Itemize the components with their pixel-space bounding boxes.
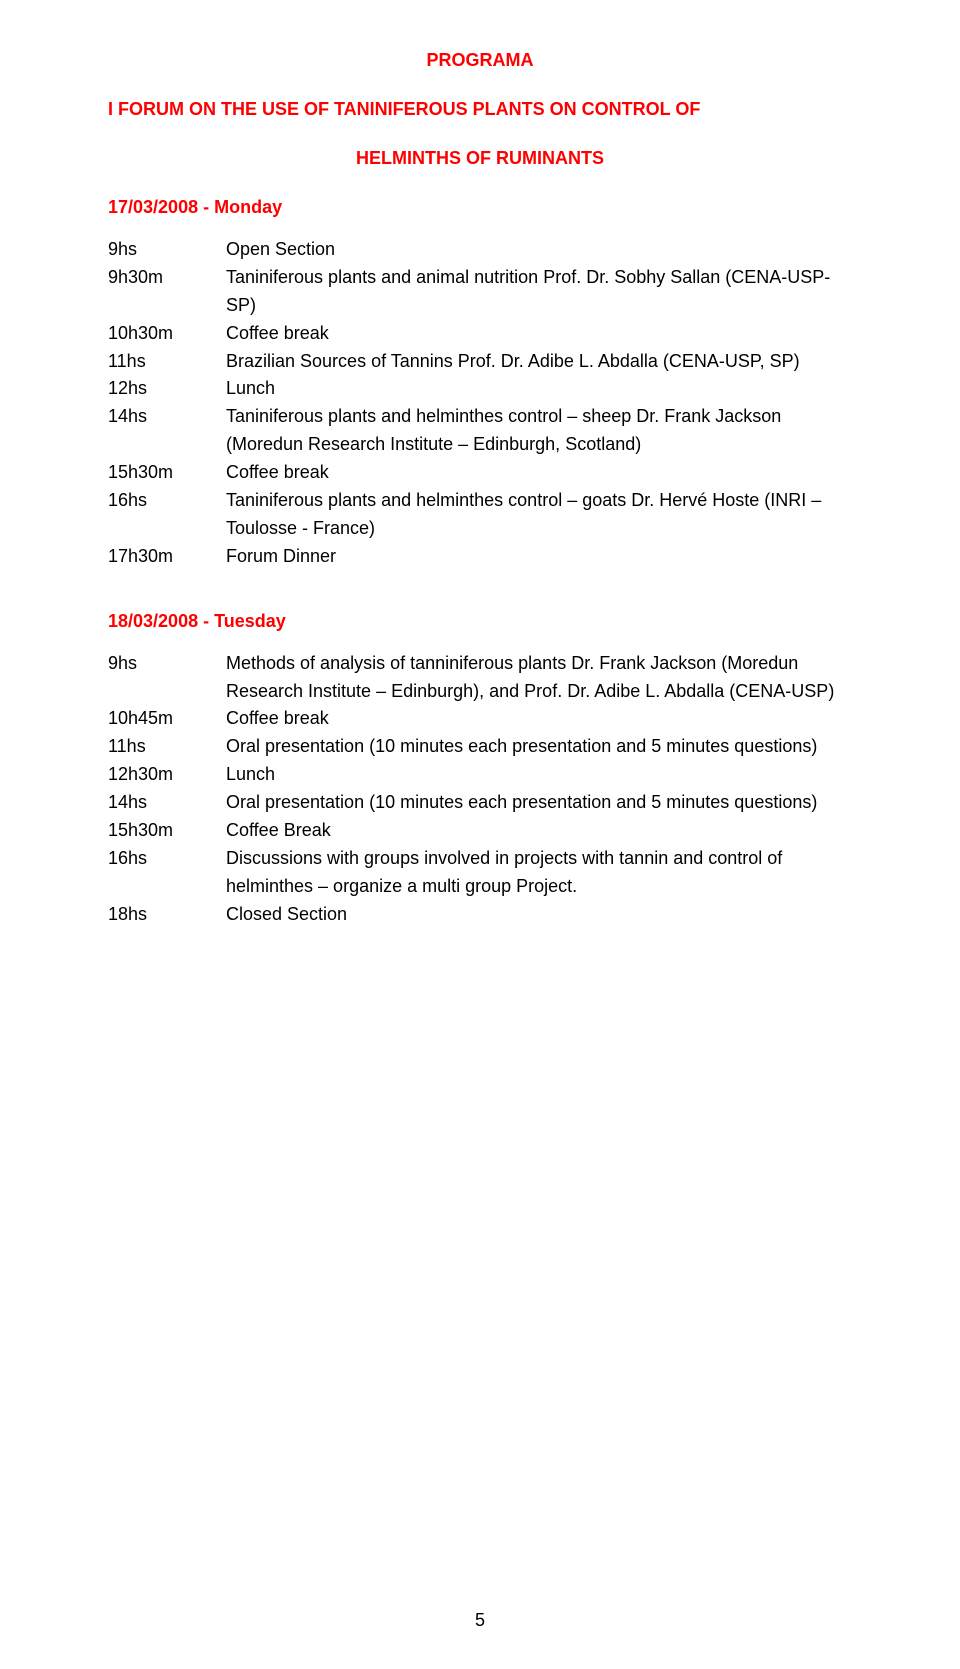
desc-cell: Methods of analysis of tanniniferous pla… xyxy=(226,650,852,706)
desc-cell: Closed Section xyxy=(226,901,852,929)
desc-cell: Lunch xyxy=(226,761,852,789)
day1-schedule: 9hsOpen Section 9h30mTaniniferous plants… xyxy=(108,236,852,571)
time-cell: 9hs xyxy=(108,236,226,264)
desc-cell: Coffee break xyxy=(226,705,852,733)
time-cell: 16hs xyxy=(108,845,226,901)
time-cell: 12h30m xyxy=(108,761,226,789)
schedule-row: 14hsTaniniferous plants and helminthes c… xyxy=(108,403,852,459)
schedule-row: 10h45mCoffee break xyxy=(108,705,852,733)
time-cell: 11hs xyxy=(108,733,226,761)
schedule-row: 9h30mTaniniferous plants and animal nutr… xyxy=(108,264,852,320)
schedule-row: 12hsLunch xyxy=(108,375,852,403)
programa-title: PROGRAMA xyxy=(108,50,852,71)
desc-cell: Coffee break xyxy=(226,320,852,348)
schedule-row: 9hsOpen Section xyxy=(108,236,852,264)
time-cell: 12hs xyxy=(108,375,226,403)
day1-date: 17/03/2008 - Monday xyxy=(108,197,852,218)
desc-cell: Taniniferous plants and helminthes contr… xyxy=(226,403,852,459)
desc-cell: Discussions with groups involved in proj… xyxy=(226,845,852,901)
forum-title-line2: HELMINTHS OF RUMINANTS xyxy=(108,148,852,169)
desc-cell: Open Section xyxy=(226,236,852,264)
desc-cell: Coffee break xyxy=(226,459,852,487)
schedule-row: 16hsDiscussions with groups involved in … xyxy=(108,845,852,901)
schedule-row: 11hsBrazilian Sources of Tannins Prof. D… xyxy=(108,348,852,376)
day2-schedule: 9hsMethods of analysis of tanniniferous … xyxy=(108,650,852,929)
time-cell: 18hs xyxy=(108,901,226,929)
day2-date: 18/03/2008 - Tuesday xyxy=(108,611,852,632)
time-cell: 15h30m xyxy=(108,817,226,845)
time-cell: 10h45m xyxy=(108,705,226,733)
page-number: 5 xyxy=(0,1610,960,1631)
time-cell: 15h30m xyxy=(108,459,226,487)
schedule-row: 10h30mCoffee break xyxy=(108,320,852,348)
schedule-row: 17h30mForum Dinner xyxy=(108,543,852,571)
time-cell: 9hs xyxy=(108,650,226,706)
time-cell: 9h30m xyxy=(108,264,226,320)
schedule-row: 18hsClosed Section xyxy=(108,901,852,929)
desc-cell: Forum Dinner xyxy=(226,543,852,571)
time-cell: 14hs xyxy=(108,403,226,459)
time-cell: 16hs xyxy=(108,487,226,543)
desc-cell: Brazilian Sources of Tannins Prof. Dr. A… xyxy=(226,348,852,376)
schedule-row: 16hsTaniniferous plants and helminthes c… xyxy=(108,487,852,543)
schedule-row: 12h30mLunch xyxy=(108,761,852,789)
schedule-row: 14hsOral presentation (10 minutes each p… xyxy=(108,789,852,817)
desc-cell: Coffee Break xyxy=(226,817,852,845)
desc-cell: Lunch xyxy=(226,375,852,403)
desc-cell: Taniniferous plants and helminthes contr… xyxy=(226,487,852,543)
schedule-row: 9hsMethods of analysis of tanniniferous … xyxy=(108,650,852,706)
schedule-row: 15h30mCoffee Break xyxy=(108,817,852,845)
time-cell: 11hs xyxy=(108,348,226,376)
desc-cell: Taniniferous plants and animal nutrition… xyxy=(226,264,852,320)
schedule-row: 11hsOral presentation (10 minutes each p… xyxy=(108,733,852,761)
time-cell: 14hs xyxy=(108,789,226,817)
schedule-row: 15h30mCoffee break xyxy=(108,459,852,487)
forum-title-line1: I FORUM ON THE USE OF TANINIFEROUS PLANT… xyxy=(108,99,852,120)
desc-cell: Oral presentation (10 minutes each prese… xyxy=(226,733,852,761)
time-cell: 17h30m xyxy=(108,543,226,571)
desc-cell: Oral presentation (10 minutes each prese… xyxy=(226,789,852,817)
time-cell: 10h30m xyxy=(108,320,226,348)
